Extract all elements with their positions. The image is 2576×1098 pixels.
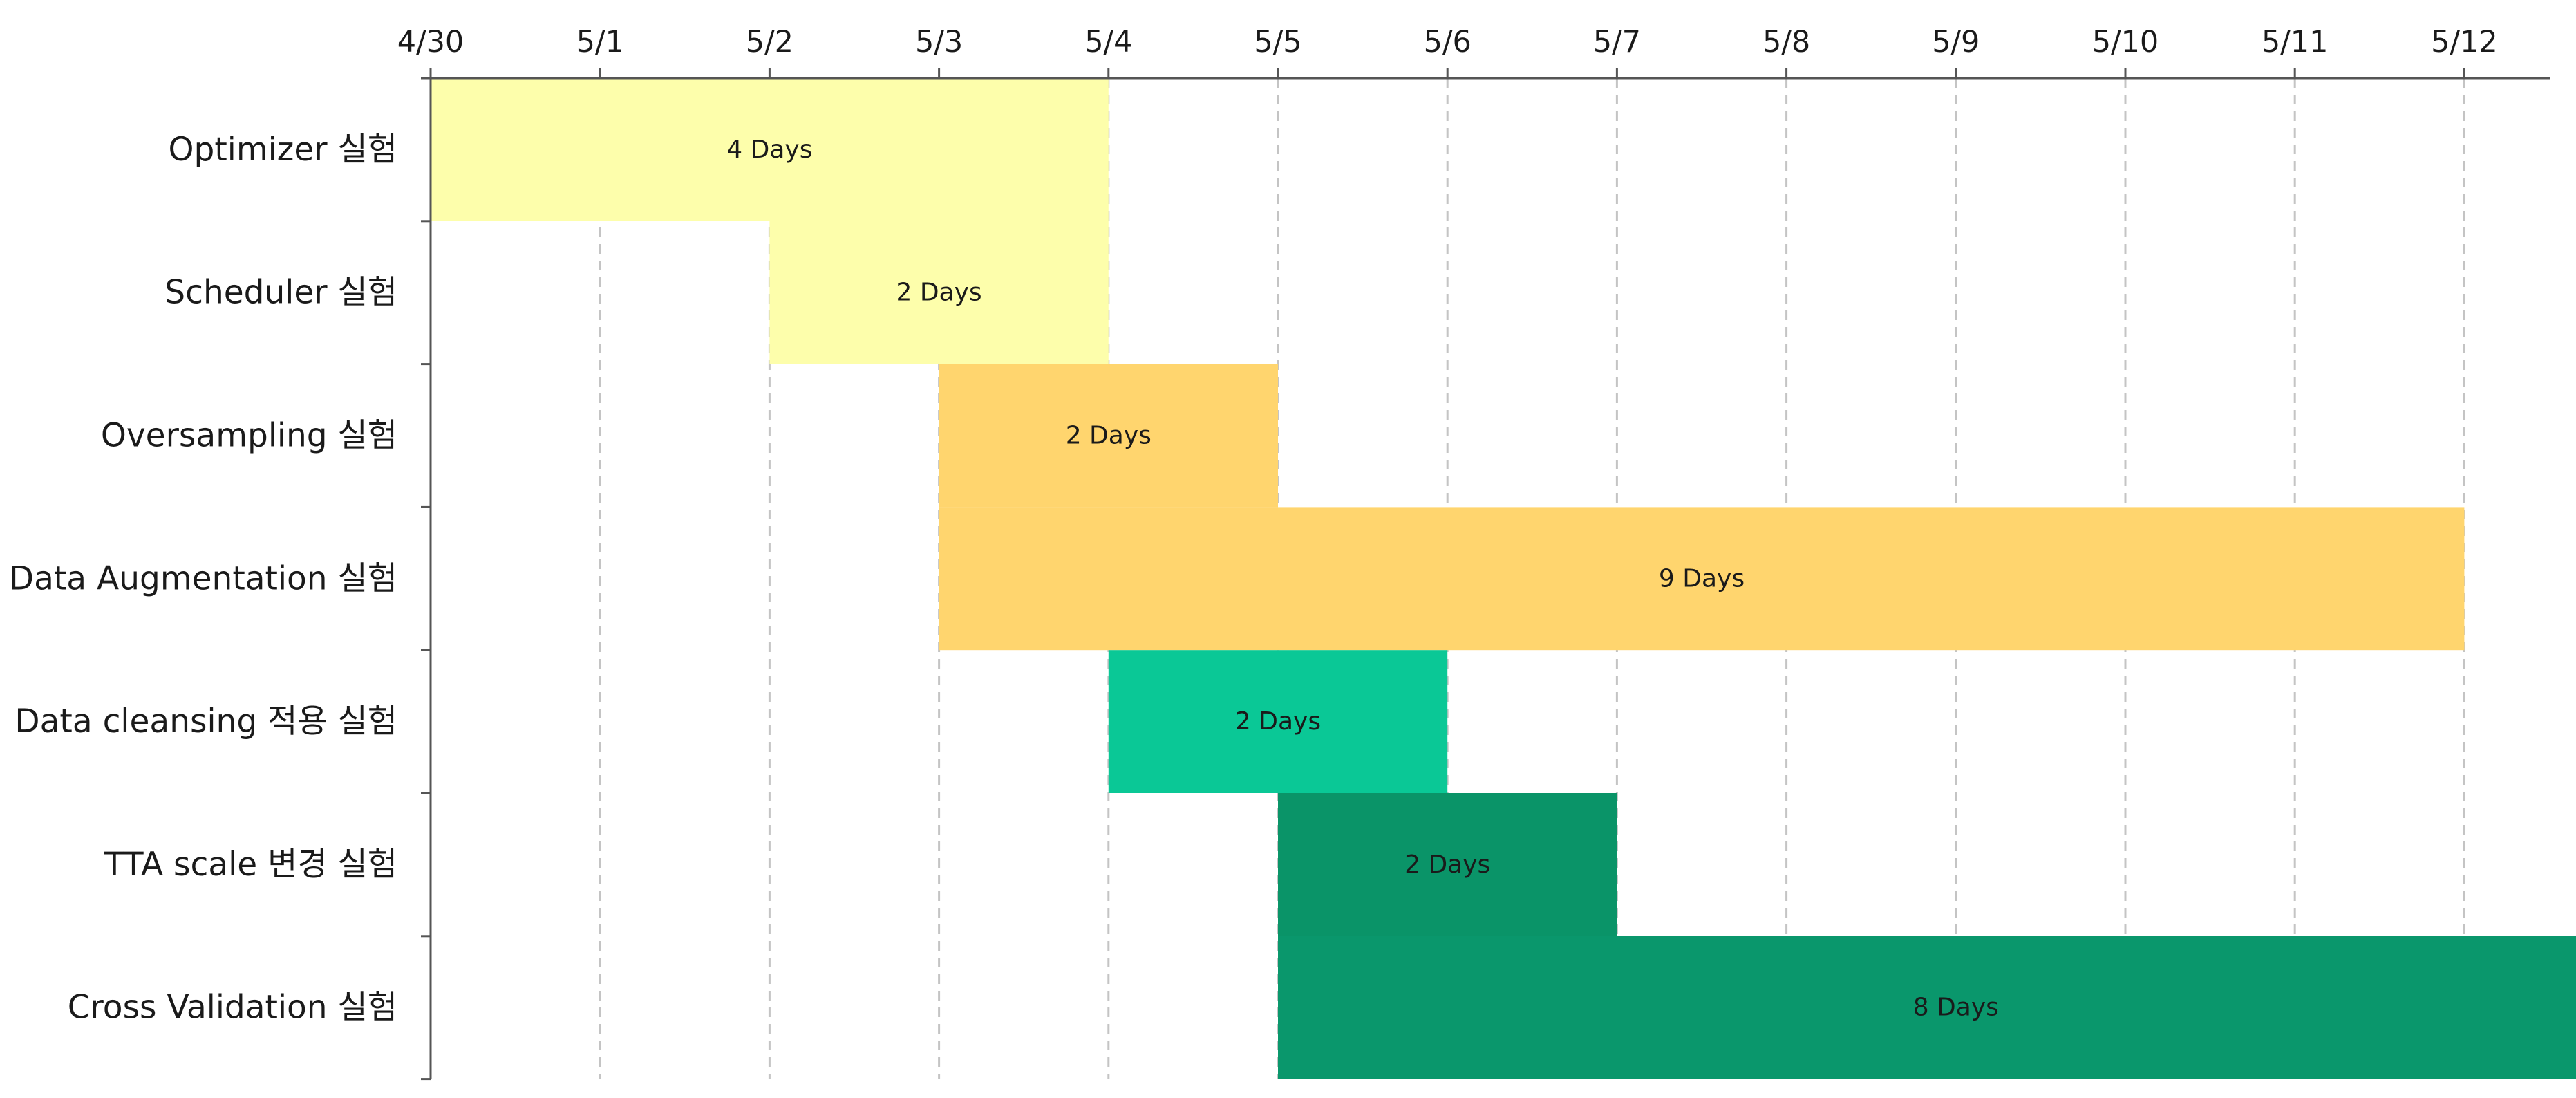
bar-labels: 4 Days 2 Days 2 Days 9 Days 2 Days 2 Days 8 Da…	[726, 136, 1999, 1022]
x-tick-label: 5/4	[1084, 25, 1132, 59]
axes	[421, 77, 2550, 1081]
task-name-label: Data cleansing 적용 실험	[15, 702, 397, 741]
x-tick-label: 5/1	[576, 25, 624, 59]
task-bar	[939, 507, 2465, 651]
task-name-label: Cross Validation 실험	[68, 989, 397, 1027]
bar-duration-label: 4 Days	[726, 136, 812, 164]
bar-duration-label: 2 Days	[1066, 422, 1151, 450]
bar-duration-label: 2 Days	[896, 279, 981, 307]
x-tick-label: 5/2	[746, 25, 793, 59]
task-name-label: Optimizer 실험	[169, 131, 398, 169]
row-labels: Optimizer 실험 Scheduler 실험 Oversampling 실험 D…	[9, 131, 397, 1027]
x-tick-label: 5/9	[1932, 25, 1980, 59]
bar-duration-label: 2 Days	[1404, 850, 1490, 879]
task-name-label: Oversampling 실험	[101, 417, 397, 455]
x-tick-label: 5/7	[1593, 25, 1641, 59]
task-bar	[1278, 793, 1617, 936]
x-tick-label: 5/11	[2262, 25, 2329, 59]
task-bar	[939, 364, 1278, 508]
bar-duration-label: 9 Days	[1659, 564, 1745, 593]
task-name-label: Scheduler 실험	[164, 274, 397, 312]
task-bar	[769, 221, 1109, 364]
task-bar	[431, 78, 1109, 221]
task-name-label: TTA scale 변경 실험	[104, 846, 397, 884]
task-bars	[431, 78, 2576, 1079]
task-name-label: Data Augmentation 실험	[9, 559, 397, 597]
x-tick-label: 5/8	[1762, 25, 1810, 59]
x-tick-label: 5/6	[1424, 25, 1472, 59]
x-axis-ticks: 4/30 5/1 5/2 5/3 5/4 5/5 5/6 5/7 5/8 5/9 5/10 5/11 5…	[397, 25, 2498, 78]
bar-duration-label: 2 Days	[1235, 707, 1321, 736]
x-tick-label: 5/12	[2431, 25, 2498, 59]
x-tick-label: 4/30	[397, 25, 464, 59]
x-tick-label: 5/3	[915, 25, 963, 59]
x-tick-label: 5/10	[2092, 25, 2159, 59]
task-bar	[1278, 936, 2576, 1079]
x-tick-label: 5/5	[1254, 25, 1301, 59]
task-bar	[1108, 650, 1448, 793]
bar-duration-label: 8 Days	[1913, 994, 1999, 1022]
